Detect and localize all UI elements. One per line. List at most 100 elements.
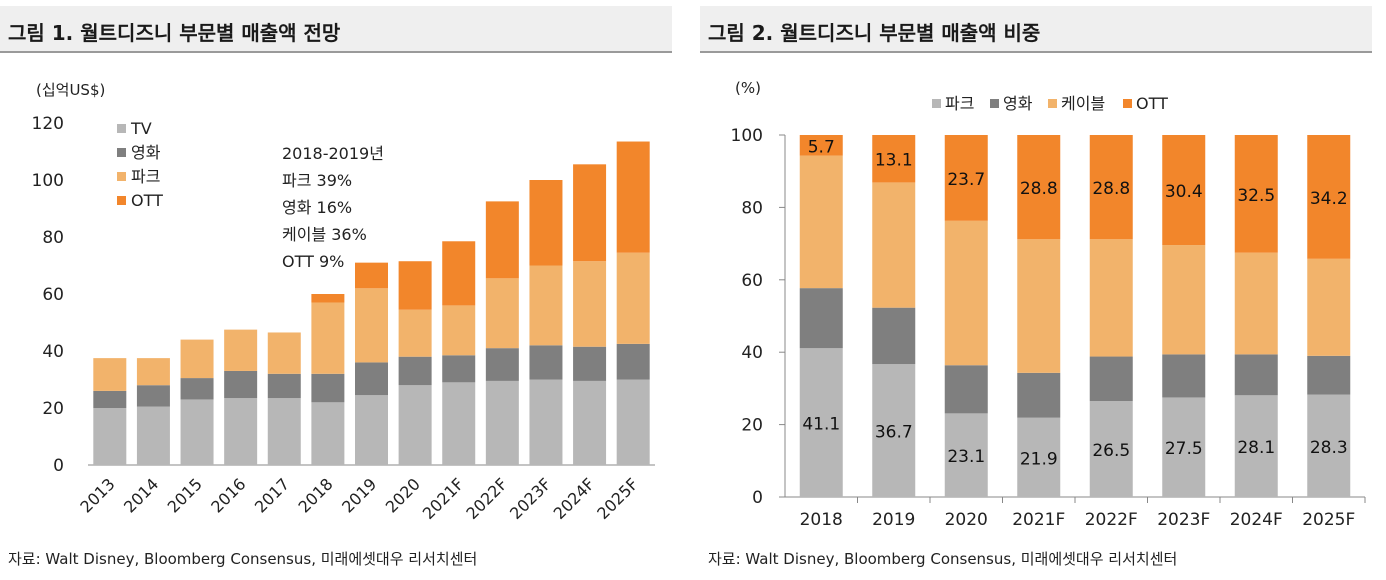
bar-tv-2022f	[485, 380, 519, 465]
bar-파크-2021f	[442, 305, 476, 356]
y-tick-label: 40	[42, 342, 64, 362]
y-tick-label: 0	[53, 456, 64, 476]
bar-ott-2024f	[1234, 135, 1278, 253]
legend-label-tv: TV	[130, 119, 152, 138]
bar-케이블-2022f	[1089, 239, 1133, 357]
bar-영화-2024f	[573, 346, 607, 381]
x-tick-label: 2024F	[550, 474, 599, 523]
x-tick-label: 2019	[338, 474, 380, 516]
data-label-ott: 28.8	[1092, 179, 1130, 199]
bar-ott-2018	[799, 135, 843, 156]
x-tick-label: 2020	[945, 510, 988, 530]
legend-label-파크: 파크	[945, 94, 974, 113]
x-tick-label: 2018	[800, 510, 843, 530]
y-tick-label: 20	[741, 416, 763, 436]
data-label-파크: 27.5	[1165, 439, 1203, 459]
legend-label-ott: OTT	[1136, 94, 1168, 113]
data-label-ott: 13.1	[875, 151, 913, 171]
x-tick-label: 2020	[382, 474, 424, 516]
left-source-note: 자료: Walt Disney, Bloomberg Consensus, 미래…	[8, 550, 478, 568]
right-chart-title: 그림 2. 월트디즈니 부문별 매출액 비중	[708, 21, 1041, 45]
bar-파크-2022f	[1089, 401, 1133, 497]
data-label-파크: 23.1	[947, 447, 985, 467]
data-label-파크: 28.1	[1237, 438, 1275, 458]
x-tick-label: 2019	[872, 510, 915, 530]
annotation-line: 파크 39%	[282, 171, 352, 190]
legend-label-파크: 파크	[131, 167, 160, 186]
bar-tv-2015	[180, 399, 214, 465]
bar-tv-2013	[93, 408, 127, 465]
bar-파크-2023f	[529, 265, 563, 346]
bar-영화-2020	[944, 365, 988, 414]
bar-파크-2016	[224, 329, 258, 371]
bar-케이블-2021f	[1017, 239, 1061, 373]
bar-케이블-2024f	[1234, 252, 1278, 355]
bar-ott-2019	[355, 262, 388, 289]
bar-ott-2022f	[1089, 135, 1133, 240]
bar-영화-2013	[93, 390, 127, 408]
bar-ott-2024f	[573, 164, 607, 262]
bar-파크-2014	[136, 358, 170, 386]
bar-파크-2022f	[485, 278, 519, 349]
annotation-line: 2018-2019년	[282, 144, 384, 163]
x-tick-label: 2018	[294, 474, 336, 516]
bar-영화-2023f	[529, 345, 563, 380]
left-chart-title: 그림 1. 월트디즈니 부문별 매출액 전망	[8, 21, 341, 45]
bar-파크-2024f	[1234, 395, 1278, 497]
bar-영화-2018	[799, 288, 843, 349]
bar-파크-2018	[799, 348, 843, 497]
bar-파크-2013	[93, 358, 127, 391]
legend-swatch-ott	[117, 196, 126, 205]
legend-swatch-영화	[990, 99, 999, 108]
data-label-ott: 28.8	[1020, 179, 1058, 199]
left-chart-panel: 그림 1. 월트디즈니 부문별 매출액 전망 (십억US$) 0 20 40 60 80 1…	[0, 0, 686, 580]
legend-swatch-파크	[117, 172, 126, 181]
bar-영화-2017	[267, 373, 301, 399]
bar-영화-2025f	[616, 343, 650, 380]
x-tick-label: 2024F	[1230, 510, 1283, 530]
bar-파크-2020	[398, 309, 432, 357]
annotation-line: 영화 16%	[282, 198, 352, 217]
x-tick-label: 2023F	[506, 474, 555, 523]
bar-파크-2021f	[1017, 417, 1061, 497]
legend-swatch-ott	[1123, 99, 1132, 108]
bar-ott-2023f	[1162, 135, 1206, 246]
data-label-파크: 28.3	[1310, 438, 1348, 458]
bar-ott-2020	[944, 135, 988, 221]
bar-영화-2016	[224, 370, 258, 399]
legend-swatch-tv	[117, 124, 126, 133]
bar-tv-2020	[398, 385, 432, 465]
bar-영화-2024f	[1234, 354, 1278, 396]
bar-영화-2019	[355, 362, 388, 396]
bar-영화-2025f	[1307, 355, 1351, 395]
bar-파크-2019	[872, 364, 916, 497]
x-tick-label: 2021F	[1012, 510, 1065, 530]
data-label-파크: 36.7	[875, 423, 913, 443]
bar-tv-2017	[267, 398, 301, 465]
bar-케이블-2025f	[1307, 258, 1351, 356]
right-source-note: 자료: Walt Disney, Bloomberg Consensus, 미래…	[708, 550, 1178, 568]
bar-tv-2016	[224, 398, 258, 465]
x-tick-label: 2021F	[419, 474, 468, 523]
data-label-파크: 41.1	[802, 415, 840, 435]
bar-파크-2019	[355, 288, 388, 363]
bar-영화-2021f	[442, 355, 476, 383]
data-label-ott: 5.7	[808, 137, 835, 157]
x-tick-label: 2025F	[1302, 510, 1355, 530]
bar-tv-2018	[311, 402, 345, 465]
bar-파크-2023f	[1162, 397, 1206, 497]
y-tick-label: 40	[741, 343, 763, 363]
bar-ott-2018	[311, 294, 345, 303]
bar-ott-2025f	[616, 141, 650, 253]
x-tick-label: 2017	[251, 474, 293, 516]
data-label-ott: 32.5	[1237, 186, 1275, 206]
y-tick-label: 100	[32, 171, 64, 191]
x-tick-label: 2016	[207, 474, 249, 516]
legend-swatch-영화	[117, 148, 126, 157]
x-tick-label: 2014	[120, 474, 162, 516]
bar-파크-2017	[267, 332, 301, 374]
y-tick-label: 120	[32, 114, 64, 134]
y-axis-unit-label: (%)	[735, 79, 761, 97]
bar-tv-2019	[355, 395, 388, 465]
